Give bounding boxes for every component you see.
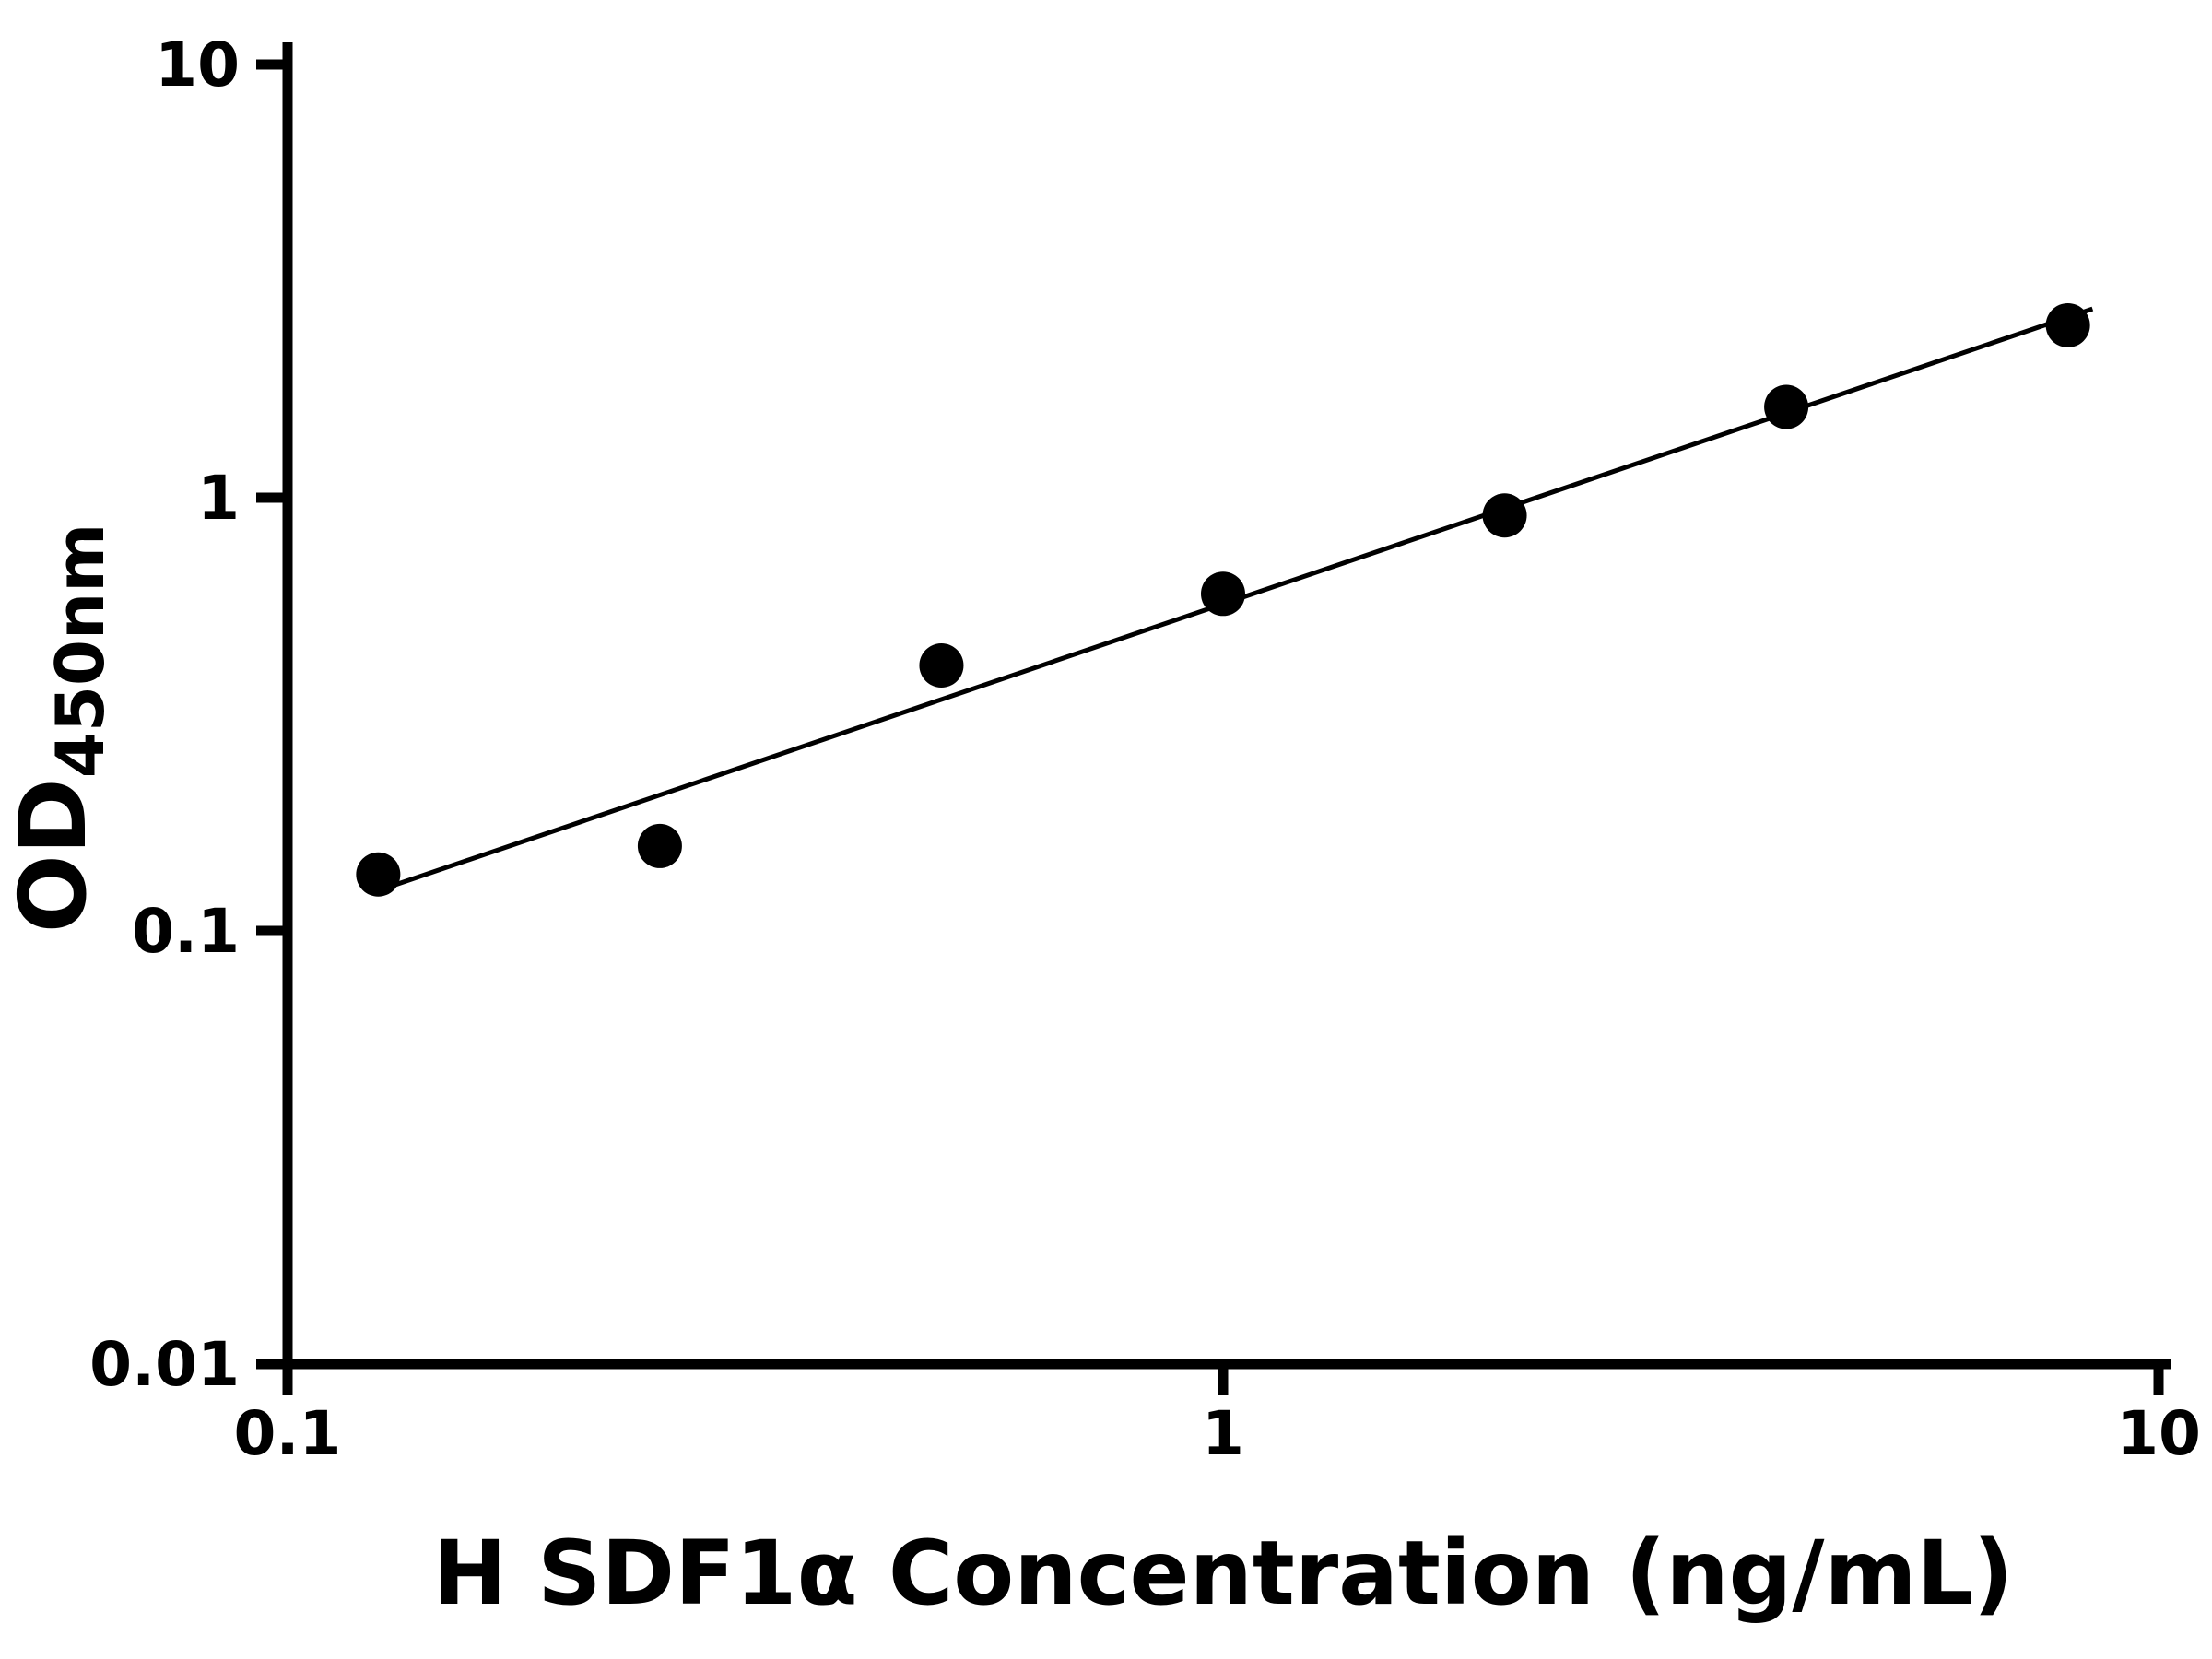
data-point (2045, 302, 2090, 347)
plot-area (356, 302, 2094, 897)
y-tick-label: 0.01 (89, 1329, 240, 1400)
data-point (919, 642, 964, 688)
x-tick-label: 1 (1202, 1398, 1244, 1469)
y-tick-label: 0.1 (132, 896, 240, 967)
y-tick-label: 1 (197, 463, 240, 534)
y-axis-title-main: OD (0, 778, 107, 933)
y-axis-title-sub: 450nm (41, 524, 119, 779)
y-tick-label: 10 (155, 29, 240, 100)
x-axis-title: H SDF1α Concentration (ng/mL) (432, 1522, 2013, 1625)
y-axis-title: OD450nm (0, 524, 119, 934)
data-point (1764, 384, 1809, 429)
data-point (637, 823, 682, 868)
data-point (1482, 493, 1527, 538)
data-point (1201, 571, 1245, 617)
x-tick-label: 10 (2116, 1398, 2201, 1469)
x-tick-label: 0.1 (234, 1398, 342, 1469)
data-point (356, 852, 401, 897)
